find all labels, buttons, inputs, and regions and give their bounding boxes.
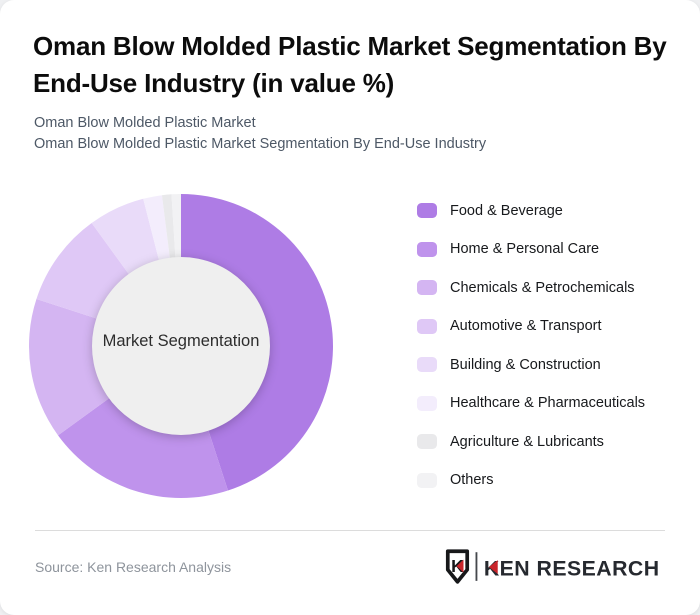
logo-separator (475, 552, 478, 581)
logo-wordmark-red-wedge-icon (488, 560, 498, 574)
donut-chart: Market Segmentation (29, 194, 333, 498)
donut-segment-5 (143, 195, 170, 261)
donut-segment-3 (36, 223, 130, 319)
legend-swatch (417, 241, 437, 257)
page-title: Oman Blow Molded Plastic Market Segmenta… (33, 28, 683, 102)
chart-subtitle-line1: Oman Blow Molded Plastic Market (34, 115, 256, 131)
legend-item: Automotive & Transport (417, 318, 677, 334)
donut-center-circle (92, 257, 270, 435)
legend-label: Healthcare & Pharmaceuticals (450, 395, 646, 411)
legend-swatch (417, 395, 437, 411)
legend-swatch (417, 472, 437, 488)
legend-swatch (417, 203, 437, 218)
legend-item: Others (417, 472, 677, 488)
chart-legend: Food & Beverage Home & Personal Care Chemi… (417, 203, 677, 511)
legend-label: Building & Construction (450, 356, 601, 373)
legend-label: Chemicals & Petrochemicals (450, 279, 635, 296)
donut-segment-0 (181, 194, 333, 491)
chart-subtitle-line2: Oman Blow Molded Plastic Market Segmenta… (34, 136, 487, 152)
donut-segment-1 (58, 397, 228, 498)
donut-segment-7 (171, 194, 181, 259)
page-title-line2: End-Use Industry (in value %) (33, 68, 395, 98)
logo-wordmark: KEN RESEARCH (484, 556, 660, 580)
legend-label: Food & Beverage (450, 202, 563, 219)
legend-label: Others (450, 472, 494, 488)
donut-segment-6 (161, 194, 176, 259)
legend-label: Agriculture & Lubricants (450, 433, 604, 450)
legend-item: Agriculture & Lubricants (417, 433, 677, 450)
footer-divider (35, 530, 665, 531)
legend-item: Food & Beverage (417, 202, 677, 219)
legend-item: Home & Personal Care (417, 241, 677, 257)
donut-center-label: Market Segmentation (102, 332, 260, 350)
source-text: Source: Ken Research Analysis (35, 559, 232, 575)
legend-swatch (417, 280, 437, 295)
legend-label: Home & Personal Care (450, 241, 600, 257)
page-title-line1: Oman Blow Molded Plastic Market Segmenta… (33, 31, 667, 61)
donut-segment-4 (91, 198, 160, 275)
ken-research-logo: K KEN RESEARCH (445, 549, 660, 584)
donut-segment-2 (29, 299, 110, 436)
legend-label: Automotive & Transport (450, 318, 602, 334)
legend-swatch (417, 357, 437, 372)
legend-item: Building & Construction (417, 356, 677, 373)
legend-swatch (417, 434, 437, 449)
legend-swatch (417, 318, 437, 334)
donut-svg (29, 194, 333, 498)
legend-item: Healthcare & Pharmaceuticals (417, 395, 677, 411)
logo-badge-red-wedge-icon (456, 559, 464, 573)
legend-item: Chemicals & Petrochemicals (417, 279, 677, 296)
